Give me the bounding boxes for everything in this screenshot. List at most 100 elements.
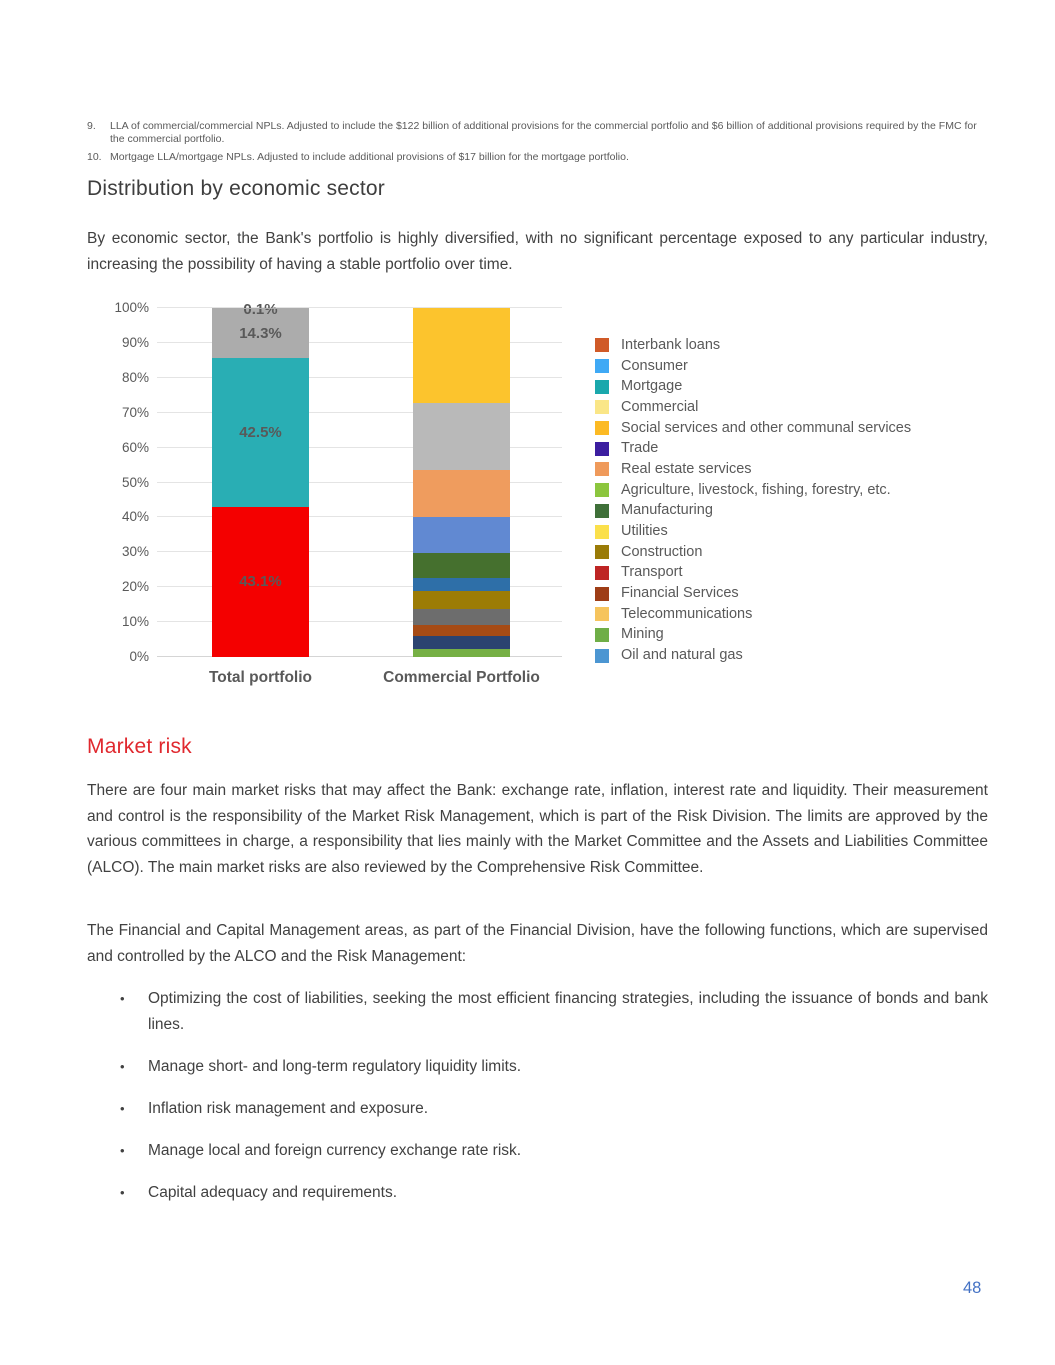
- y-tick-label: 90%: [121, 334, 149, 350]
- y-tick-label: 0%: [129, 649, 149, 664]
- bullet-text: Manage local and foreign currency exchan…: [148, 1141, 522, 1159]
- sector-distribution-chart: 0% 10% 20% 30% 40% 50% 60% 70% 80% 90% 100% 43.1% 42…: [100, 300, 990, 700]
- bullet-dot-icon: •: [120, 1100, 125, 1116]
- y-tick-label: 70%: [121, 404, 149, 420]
- legend-item-mortgage: Mortgage: [595, 376, 911, 397]
- legend-swatch: [595, 524, 609, 539]
- legend-item-social-services-and-other-communal-services: Social services and other communal servi…: [595, 418, 911, 439]
- segment-agriculture-livestock-fishing-forestry-etc: [413, 517, 510, 554]
- legend-item-mining: Mining: [595, 625, 911, 646]
- segment-label: 43.1%: [239, 573, 282, 591]
- legend-item-oil-and-natural-gas: Oil and natural gas: [595, 645, 911, 666]
- gridline: [157, 307, 562, 308]
- legend-item-commercial: Commercial: [595, 397, 911, 418]
- legend-swatch: [595, 503, 609, 518]
- gridline: [157, 446, 562, 448]
- legend-swatch: [595, 565, 609, 580]
- legend-swatch: [595, 400, 609, 415]
- y-tick-label: 80%: [121, 369, 149, 385]
- segment-transport: [413, 608, 510, 626]
- bullet-item: • Manage short- and long-term regulatory …: [87, 1054, 988, 1080]
- legend-label: Trade: [621, 440, 659, 457]
- bullet-text: Optimizing the cost of liabilities, seek…: [148, 990, 988, 1033]
- segment-telecommunications: [413, 636, 510, 649]
- bar-total-portfolio: 43.1% 42.5% 14.3% 0.1%: [212, 301, 309, 657]
- legend-label: Financial Services: [621, 585, 739, 602]
- legend-label: Commercial: [621, 398, 699, 415]
- bullet-item: • Capital adequacy and requirements.: [87, 1180, 988, 1206]
- gridline: [157, 586, 562, 588]
- legend-item-real-estate-services: Real estate services: [595, 459, 911, 480]
- legend-swatch: [595, 607, 609, 622]
- legend-item-manufacturing: Manufacturing: [595, 501, 911, 522]
- y-tick-label: 20%: [121, 579, 149, 595]
- segment-utilities: [413, 578, 510, 591]
- segment-consumer: 14.3%: [212, 308, 309, 359]
- y-tick-label: 60%: [121, 439, 149, 455]
- legend-swatch: [595, 441, 609, 456]
- footnote-text: Mortgage LLA/mortgage NPLs. Adjusted to …: [110, 151, 629, 163]
- market-risk-bullet-list: • Optimizing the cost of liabilities, see…: [87, 986, 988, 1222]
- legend-label: Utilities: [621, 523, 668, 540]
- gridline: [157, 621, 562, 623]
- bullet-dot-icon: •: [120, 1184, 125, 1200]
- y-tick-label: 50%: [121, 474, 149, 490]
- segment-mortgage: 42.5%: [212, 358, 309, 507]
- bullet-dot-icon: •: [120, 991, 125, 1006]
- bullet-dot-icon: •: [120, 1058, 125, 1074]
- legend-item-interbank-loans: Interbank loans: [595, 335, 911, 356]
- footnote-number: 10.: [87, 151, 102, 163]
- legend-label: Interbank loans: [621, 336, 721, 353]
- category-label: Commercial Portfolio: [383, 669, 540, 686]
- legend-label: Real estate services: [621, 460, 752, 477]
- section-heading-market-risk: Market risk: [87, 735, 192, 758]
- segment-commercial: 43.1%: [212, 506, 309, 657]
- y-tick-label: 40%: [121, 509, 149, 525]
- page-number: 48: [963, 1279, 982, 1297]
- legend-label: Agriculture, livestock, fishing, forestr…: [621, 481, 891, 498]
- legend-item-construction: Construction: [595, 542, 911, 563]
- segment-label: 42.5%: [239, 423, 282, 441]
- legend-item-agriculture-livestock-fishing-forestry-etc: Agriculture, livestock, fishing, forestr…: [595, 480, 911, 501]
- legend-label: Telecommunications: [621, 605, 753, 622]
- segment-construction: [413, 590, 510, 609]
- legend-label: Social services and other communal servi…: [621, 419, 912, 436]
- segment-trade: [413, 403, 510, 471]
- gridline: [157, 656, 562, 657]
- segment-social-services-and-other-communal-services: [413, 308, 510, 403]
- bullet-item: • Optimizing the cost of liabilities, see…: [87, 986, 988, 1037]
- bar-commercial-portfolio: [413, 308, 510, 657]
- gridline: [157, 551, 562, 553]
- category-label: Total portfolio: [208, 669, 313, 686]
- legend-swatch: [595, 586, 609, 601]
- distribution-paragraph: By economic sector, the Bank's portfolio…: [87, 230, 988, 273]
- legend-item-telecommunications: Telecommunications: [595, 604, 911, 625]
- y-tick-label: 100%: [114, 300, 149, 315]
- segment-financial-services: [413, 625, 510, 637]
- legend-label: Mortgage: [621, 378, 683, 395]
- segment-mining: [413, 648, 510, 657]
- legend-label: Transport: [621, 564, 683, 581]
- legend-item-trade: Trade: [595, 438, 911, 459]
- market-risk-paragraph-1: There are four main market risks that ma…: [87, 782, 988, 876]
- legend-label: Manufacturing: [621, 502, 713, 519]
- legend-swatch: [595, 421, 609, 436]
- bullet-text: Manage short- and long-term regulatory l…: [148, 1057, 522, 1075]
- bullet-text: Inflation risk management and exposure.: [148, 1099, 429, 1117]
- segment-label: 14.3%: [239, 324, 282, 342]
- gridline: [157, 376, 562, 378]
- segment-label: 0.1%: [243, 301, 278, 318]
- y-tick-label: 30%: [121, 544, 149, 560]
- segment-real-estate-services: [413, 470, 510, 518]
- footnote-text: LLA of commercial/commercial NPLs. Adjus…: [110, 120, 977, 145]
- legend-swatch: [595, 359, 609, 374]
- legend-item-utilities: Utilities: [595, 521, 911, 542]
- bullet-dot-icon: •: [120, 1142, 125, 1158]
- legend-label: Mining: [621, 626, 664, 643]
- market-risk-paragraph-2: The Financial and Capital Management are…: [87, 922, 988, 965]
- gridline: [157, 411, 562, 413]
- legend-swatch: [595, 483, 609, 498]
- legend-item-transport: Transport: [595, 563, 911, 584]
- gridline: [157, 481, 562, 483]
